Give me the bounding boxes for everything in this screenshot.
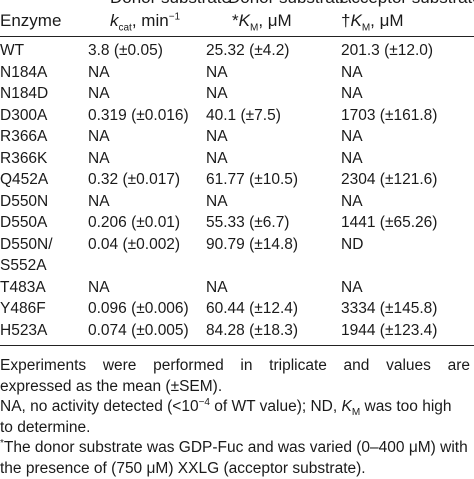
cell-kcat: NA bbox=[88, 148, 110, 170]
cell-enzyme: D550N/ bbox=[0, 234, 53, 256]
table-row: N184A NA NA NA bbox=[0, 62, 474, 84]
cell-enzyme: D300A bbox=[0, 105, 47, 127]
cell-acceptor-km: 201.3 (±12.0) bbox=[341, 40, 433, 62]
cell-enzyme: T483A bbox=[0, 277, 46, 299]
cell-acceptor-km: 2304 (±121.6) bbox=[341, 169, 437, 191]
cell-acceptor-km: NA bbox=[341, 126, 363, 148]
cell-enzyme: R366A bbox=[0, 126, 47, 148]
cell-donor-km: 55.33 (±6.7) bbox=[206, 212, 289, 234]
table-row: D550N NA NA NA bbox=[0, 191, 474, 213]
cell-donor-km: NA bbox=[206, 191, 228, 213]
cell-donor-km: 40.1 (±7.5) bbox=[206, 105, 281, 127]
cell-kcat: NA bbox=[88, 83, 110, 105]
cell-kcat: 0.096 (±0.006) bbox=[88, 298, 189, 320]
cell-enzyme: D550N bbox=[0, 191, 48, 213]
cell-acceptor-km: 1703 (±161.8) bbox=[341, 105, 437, 127]
cell-acceptor-km: NA bbox=[341, 83, 363, 105]
cell-donor-km: NA bbox=[206, 277, 228, 299]
cell-acceptor-km: NA bbox=[341, 148, 363, 170]
cell-enzyme: Y486F bbox=[0, 298, 46, 320]
cell-donor-km: NA bbox=[206, 83, 228, 105]
header-acceptor-km: †KM, μM bbox=[341, 8, 404, 34]
table-row: H523A 0.074 (±0.005) 84.28 (±18.3) 1944 (±1… bbox=[0, 320, 474, 342]
cell-enzyme: S552A bbox=[0, 255, 47, 277]
cell-donor-km: 61.77 (±10.5) bbox=[206, 169, 298, 191]
table-bottom-rule bbox=[0, 345, 474, 346]
cell-donor-km: NA bbox=[206, 148, 228, 170]
cell-kcat: NA bbox=[88, 191, 110, 213]
table-row: D300A 0.319 (±0.016) 40.1 (±7.5) 1703 (±161… bbox=[0, 105, 474, 127]
footnote-line: Experiments were performed in triplicate… bbox=[0, 356, 470, 377]
footnote-donor: *The donor substrate was GDP-Fuc and was… bbox=[0, 438, 470, 459]
table-row: Q452A 0.32 (±0.017) 61.77 (±10.5) 2304 (±12… bbox=[0, 169, 474, 191]
footnote-line: to determine. bbox=[0, 418, 470, 439]
table-row: T483A NA NA NA bbox=[0, 277, 474, 299]
table-row: WT 3.8 (±0.05) 25.32 (±4.2) 201.3 (±12.0) bbox=[0, 40, 474, 62]
footnote-na: NA, no activity detected (<10−4 of WT va… bbox=[0, 397, 470, 418]
header-enzyme: Enzyme bbox=[0, 8, 61, 34]
cell-acceptor-km: NA bbox=[341, 191, 363, 213]
header-donor-km: *KM, μM bbox=[232, 8, 292, 34]
cell-kcat: NA bbox=[88, 126, 110, 148]
cell-kcat: 0.04 (±0.002) bbox=[88, 234, 180, 256]
table-row: S552A bbox=[0, 255, 474, 277]
table-row: Y486F 0.096 (±0.006) 60.44 (±12.4) 3334 (±1… bbox=[0, 298, 474, 320]
cell-enzyme: N184D bbox=[0, 83, 48, 105]
cell-enzyme: H523A bbox=[0, 320, 47, 342]
cell-kcat: 0.32 (±0.017) bbox=[88, 169, 180, 191]
cell-donor-km: 25.32 (±4.2) bbox=[206, 40, 289, 62]
cell-enzyme: D550A bbox=[0, 212, 47, 234]
cell-donor-km: NA bbox=[206, 62, 228, 84]
header-rule bbox=[0, 36, 474, 37]
header-kcat: kcat, min−1 bbox=[110, 8, 180, 34]
cell-kcat: 3.8 (±0.05) bbox=[88, 40, 163, 62]
cell-kcat: 0.319 (±0.016) bbox=[88, 105, 189, 127]
table-row: R366A NA NA NA bbox=[0, 126, 474, 148]
cell-acceptor-km: NA bbox=[341, 62, 363, 84]
cell-donor-km: 84.28 (±18.3) bbox=[206, 320, 298, 342]
cell-donor-km: 90.79 (±14.8) bbox=[206, 234, 298, 256]
cell-acceptor-km: 1944 (±123.4) bbox=[341, 320, 437, 342]
cell-kcat: NA bbox=[88, 62, 110, 84]
cell-acceptor-km: NA bbox=[341, 277, 363, 299]
cell-enzyme: N184A bbox=[0, 62, 47, 84]
cell-kcat: 0.074 (±0.005) bbox=[88, 320, 189, 342]
table-row: D550N/0.04 (±0.002) 90.79 (±14.8) ND bbox=[0, 234, 474, 256]
cell-enzyme: Q452A bbox=[0, 169, 48, 191]
cell-acceptor-km: 1441 (±65.26) bbox=[341, 212, 437, 234]
cell-kcat: 0.206 (±0.01) bbox=[88, 212, 180, 234]
header-bottom-row: Enzyme kcat, min−1 *KM, μM †KM, μM bbox=[0, 8, 474, 34]
cell-enzyme: WT bbox=[0, 40, 24, 62]
footnote-line: expressed as the mean (±SEM). bbox=[0, 377, 470, 398]
footnote-line: the presence of (750 μM) XXLG (acceptor … bbox=[0, 459, 470, 479]
cell-acceptor-km: 3334 (±145.8) bbox=[341, 298, 437, 320]
table-row: R366K NA NA NA bbox=[0, 148, 474, 170]
cell-kcat: NA bbox=[88, 277, 110, 299]
table-row: D550A 0.206 (±0.01) 55.33 (±6.7) 1441 (±65.… bbox=[0, 212, 474, 234]
cell-enzyme: R366K bbox=[0, 148, 47, 170]
table-footnotes: Experiments were performed in triplicate… bbox=[0, 356, 470, 479]
cell-donor-km: NA bbox=[206, 126, 228, 148]
cell-acceptor-km: ND bbox=[341, 234, 363, 256]
table-row: N184D NA NA NA bbox=[0, 83, 474, 105]
data-table: WT 3.8 (±0.05) 25.32 (±4.2) 201.3 (±12.0) N… bbox=[0, 40, 474, 341]
cell-donor-km: 60.44 (±12.4) bbox=[206, 298, 298, 320]
